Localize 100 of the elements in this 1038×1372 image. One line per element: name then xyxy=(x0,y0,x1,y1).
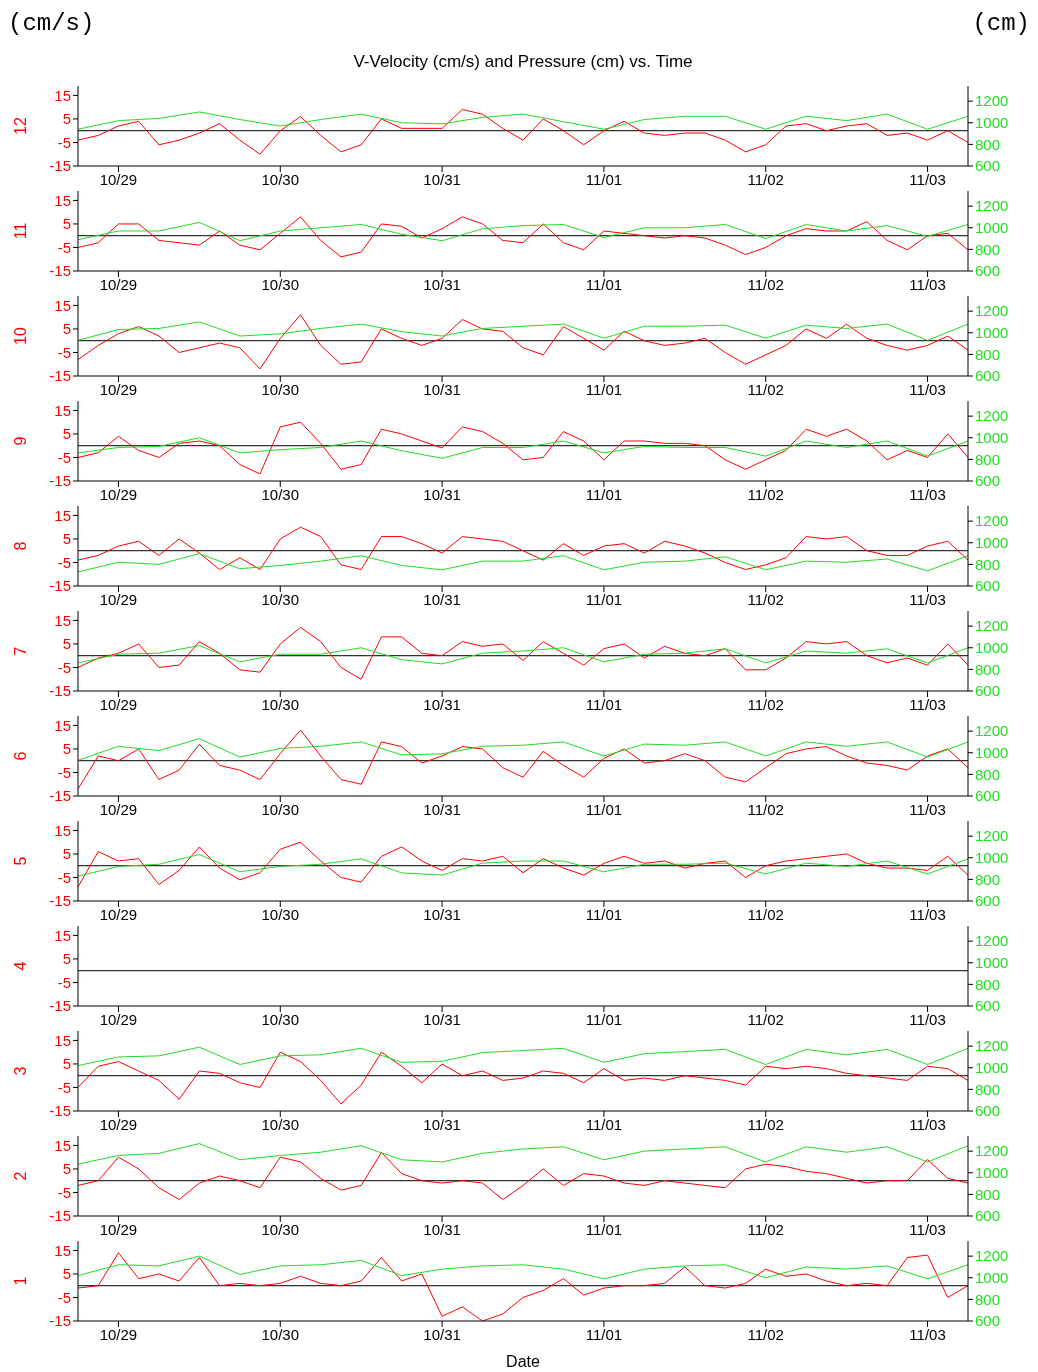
x-tick-label: 10/31 xyxy=(423,170,461,188)
y2-tick-label: 1200 xyxy=(975,1037,1009,1055)
y-tick-label: -15 xyxy=(49,1207,71,1225)
y2-tick-label: 1000 xyxy=(975,534,1009,552)
x-tick-label: 10/29 xyxy=(99,695,138,713)
y-tick-label: 5 xyxy=(62,425,71,443)
y2-tick-label: 1200 xyxy=(975,1247,1009,1265)
x-tick-label: 10/29 xyxy=(99,1325,138,1343)
line-series xyxy=(78,437,968,459)
y2-tick-label: 600 xyxy=(975,472,1001,490)
y-tick-label: -15 xyxy=(49,472,71,490)
y-axis-title: 7 xyxy=(11,646,29,656)
y2-tick-label: 1000 xyxy=(975,1269,1009,1287)
y-tick-label: 15 xyxy=(54,1031,71,1049)
x-tick-label: 11/03 xyxy=(909,170,946,188)
x-tick-label: 11/03 xyxy=(909,1220,946,1238)
x-tick-label: 11/02 xyxy=(747,590,784,608)
y-tick-label: 15 xyxy=(54,716,71,734)
x-tick-label: 10/31 xyxy=(423,695,461,713)
x-tick-label: 11/02 xyxy=(747,1325,784,1343)
y-axis-title: 10 xyxy=(11,327,29,345)
y2-tick-label: 600 xyxy=(975,892,1001,910)
x-tick-label: 11/03 xyxy=(909,380,946,398)
x-tick-label: 11/03 xyxy=(909,1325,946,1343)
y-tick-label: 5 xyxy=(62,950,71,968)
y-axis-title: 12 xyxy=(11,117,29,135)
y-tick-label: 15 xyxy=(54,191,71,209)
y2-tick-label: 800 xyxy=(975,870,1001,888)
line-series xyxy=(78,321,968,341)
x-tick-label: 11/03 xyxy=(909,275,946,293)
y-axis-title: 9 xyxy=(11,436,29,446)
x-tick-label: 10/31 xyxy=(423,1115,461,1133)
x-tick-label: 11/02 xyxy=(747,1115,784,1133)
y2-tick-label: 1000 xyxy=(975,849,1009,867)
x-tick-label: 11/01 xyxy=(585,905,623,923)
y-tick-label: 5 xyxy=(62,845,71,863)
y-tick-label: 15 xyxy=(54,611,71,629)
x-tick-label: 10/30 xyxy=(261,1010,300,1028)
x-tick-label: 10/30 xyxy=(261,1325,300,1343)
x-tick-label: 10/29 xyxy=(99,590,138,608)
chart-title: V-Velocity (cm/s) and Pressure (cm) vs. Time xyxy=(352,52,694,73)
line-series xyxy=(78,553,968,573)
y2-tick-label: 1000 xyxy=(975,324,1009,342)
y-tick-label: -15 xyxy=(49,367,71,385)
y-tick-label: 5 xyxy=(62,740,71,758)
y2-tick-label: 1000 xyxy=(975,114,1009,132)
x-tick-label: 10/30 xyxy=(261,170,300,188)
y-tick-label: -5 xyxy=(57,553,71,571)
y-tick-label: -5 xyxy=(57,658,71,676)
y2-tick-label: 1200 xyxy=(975,92,1009,110)
y2-tick-label: 600 xyxy=(975,157,1001,175)
y2-tick-label: 600 xyxy=(975,1102,1001,1120)
x-tick-label: 11/03 xyxy=(909,590,946,608)
x-tick-label: 11/02 xyxy=(747,800,784,818)
x-tick-label: 11/01 xyxy=(585,590,623,608)
y2-tick-label: 600 xyxy=(975,1312,1001,1330)
y-tick-label: 15 xyxy=(54,926,71,944)
y2-tick-label: 600 xyxy=(975,1207,1001,1225)
y-tick-label: -15 xyxy=(49,157,71,175)
y2-tick-label: 1200 xyxy=(975,617,1009,635)
x-tick-label: 10/31 xyxy=(423,1220,461,1238)
y2-tick-label: 800 xyxy=(975,240,1001,258)
y-tick-label: 5 xyxy=(62,635,71,653)
x-tick-label: 11/03 xyxy=(909,1115,946,1133)
x-tick-label: 10/29 xyxy=(99,800,138,818)
x-tick-label: 10/30 xyxy=(261,380,300,398)
y2-tick-label: 1000 xyxy=(975,954,1009,972)
y2-tick-label: 1000 xyxy=(975,219,1009,237)
x-tick-label: 10/31 xyxy=(423,485,461,503)
y2-tick-label: 600 xyxy=(975,367,1001,385)
y2-tick-label: 600 xyxy=(975,682,1001,700)
x-tick-label: 11/01 xyxy=(585,800,623,818)
x-tick-label: 11/01 xyxy=(585,1220,623,1238)
x-tick-label: 11/01 xyxy=(585,1115,623,1133)
x-tick-label: 10/31 xyxy=(423,1325,461,1343)
y-axis-title: 6 xyxy=(11,751,29,761)
x-tick-label: 11/03 xyxy=(909,695,946,713)
x-tick-label: 11/02 xyxy=(747,905,784,923)
y2-tick-label: 1200 xyxy=(975,197,1009,215)
x-axis-title: Date xyxy=(506,1353,540,1370)
y-axis-title: 11 xyxy=(11,222,29,240)
y2-tick-label: 1200 xyxy=(975,512,1009,530)
line-series xyxy=(78,111,968,130)
y-tick-label: -15 xyxy=(49,787,71,805)
y2-tick-label: 1000 xyxy=(975,744,1009,762)
line-series xyxy=(78,216,968,258)
y-tick-label: 5 xyxy=(62,215,71,233)
line-series xyxy=(78,841,968,888)
y-tick-label: -15 xyxy=(49,262,71,280)
x-tick-label: 10/29 xyxy=(99,170,138,188)
x-tick-label: 11/01 xyxy=(585,170,623,188)
y-tick-label: 5 xyxy=(62,530,71,548)
y-tick-label: 15 xyxy=(54,86,71,104)
line-series xyxy=(78,626,968,680)
x-tick-label: 10/30 xyxy=(261,485,300,503)
x-tick-label: 11/01 xyxy=(585,695,623,713)
y2-tick-label: 1000 xyxy=(975,429,1009,447)
x-tick-label: 11/01 xyxy=(585,485,623,503)
x-tick-label: 11/02 xyxy=(747,1010,784,1028)
x-tick-label: 10/31 xyxy=(423,800,461,818)
